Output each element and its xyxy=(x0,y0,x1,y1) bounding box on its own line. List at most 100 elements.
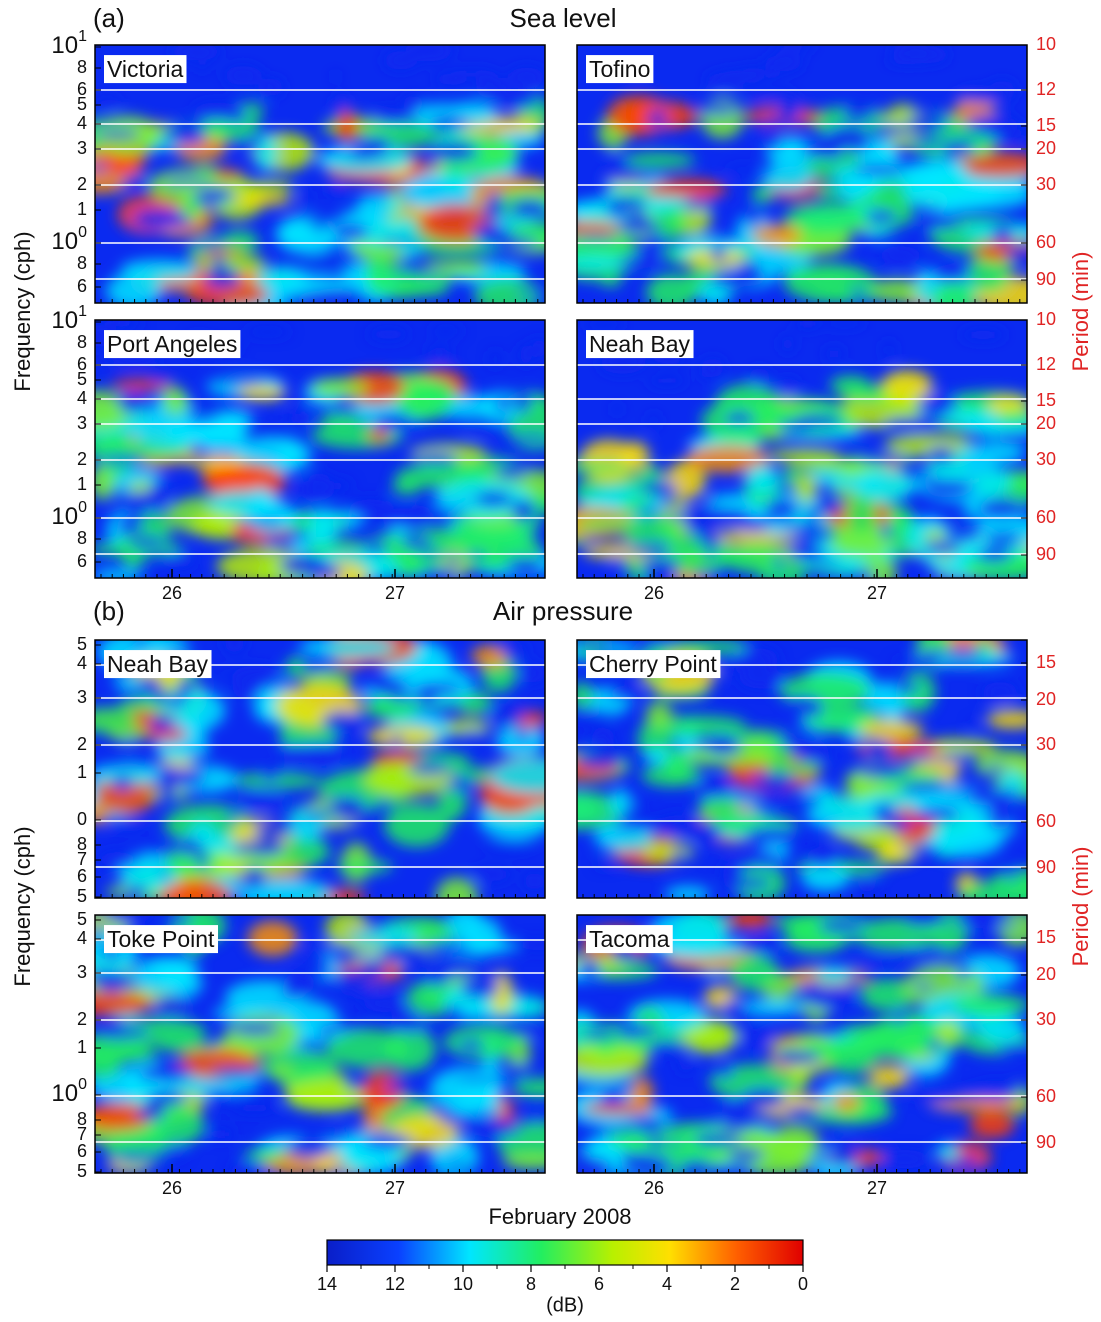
spectrogram-blob xyxy=(441,783,477,792)
spectrogram-blob xyxy=(727,1148,765,1162)
spectrogram-blob xyxy=(473,222,506,244)
spectrogram-blob xyxy=(439,960,482,977)
spectrogram-blob xyxy=(784,1105,823,1118)
y2-tick-label: 20 xyxy=(1036,689,1056,709)
spectrogram-blob xyxy=(152,994,192,1016)
panel-frame xyxy=(576,639,1028,899)
x-tick-label: 26 xyxy=(644,1178,664,1198)
spectrogram-blob xyxy=(486,192,504,213)
spectrogram-blob xyxy=(732,648,780,670)
y-tick-base: 10 xyxy=(51,1080,78,1107)
spectrogram-blob xyxy=(829,1144,859,1166)
spectrogram-blob xyxy=(196,849,208,870)
spectrogram-blob xyxy=(910,1089,925,1099)
spectrogram-blob xyxy=(664,886,711,898)
spectrogram-blob xyxy=(230,683,264,698)
y-tick-label: 3 xyxy=(77,413,87,433)
spectrogram-blob xyxy=(275,744,324,753)
spectrogram-blob xyxy=(132,957,193,994)
spectrogram-blob xyxy=(350,978,371,999)
spectrogram-blob xyxy=(231,666,279,686)
spectrogram-blob xyxy=(303,257,344,267)
spectrogram-blob xyxy=(127,536,168,549)
spectrogram-texture xyxy=(577,640,1027,898)
spectrogram-blob xyxy=(648,1042,689,1053)
spectrogram-blob xyxy=(694,779,736,799)
spectrogram-blob xyxy=(390,1012,428,1034)
y-tick-base: 10 xyxy=(51,228,78,255)
y2-tick-label: 30 xyxy=(1036,449,1056,469)
spectrogram-blob xyxy=(947,1158,962,1167)
spectrogram-texture xyxy=(95,320,545,578)
spectrogram-blob xyxy=(761,131,784,150)
spectrogram-blob xyxy=(300,809,339,820)
spectrogram-blob xyxy=(618,255,660,268)
spectrogram-blob xyxy=(718,70,766,83)
spectrogram-blob xyxy=(895,681,920,695)
spectrogram-blob xyxy=(397,382,454,421)
spectrogram-blob xyxy=(639,558,682,573)
y-tick-label: 2 xyxy=(77,174,87,194)
spectrogram-blob xyxy=(146,1090,188,1106)
spectrogram-blob xyxy=(765,737,792,781)
spectrogram-blob xyxy=(937,1020,960,1043)
x-tick-label: 26 xyxy=(162,583,182,603)
spectrogram-blob xyxy=(647,414,660,427)
spectrogram-blob xyxy=(698,795,740,821)
spectrogram-blob xyxy=(807,846,838,869)
y-tick-label: 8 xyxy=(77,332,87,352)
spectrogram-blob xyxy=(494,397,513,412)
spectrogram-blob xyxy=(633,507,665,515)
spectrogram-blob xyxy=(721,1099,741,1117)
spectrogram-blob xyxy=(969,1111,1015,1139)
spectrogram-blob xyxy=(451,772,465,787)
spectrogram-blob xyxy=(770,782,783,798)
spectrogram-blob xyxy=(608,685,644,701)
spectrogram-blob xyxy=(683,744,779,767)
station-label: Victoria xyxy=(107,56,183,82)
spectrogram-blob xyxy=(149,480,168,495)
spectrogram-blob xyxy=(506,557,545,575)
spectrogram-blob xyxy=(384,803,450,847)
spectrogram-blob xyxy=(927,1039,944,1051)
spectrogram-blob xyxy=(371,108,413,125)
spectrogram-blob xyxy=(211,1067,260,1079)
spectrogram-blob xyxy=(577,1046,649,1078)
spectrogram-blob xyxy=(189,743,199,756)
y2-tick-label: 30 xyxy=(1036,174,1056,194)
y-tick-label: 2 xyxy=(77,1009,87,1029)
y2-tick-label: 15 xyxy=(1036,390,1056,410)
spectrogram-blob xyxy=(419,684,437,706)
spectrogram-blob xyxy=(224,65,262,86)
y-tick-label: 1 xyxy=(77,1037,87,1057)
spectrogram-blob xyxy=(367,328,410,341)
spectrogram xyxy=(577,640,1027,898)
spectrogram-blob xyxy=(594,860,617,868)
y2-axis-title: Period (min) xyxy=(1068,252,1093,372)
spectrogram-blob xyxy=(851,957,901,964)
spectrogram-blob xyxy=(901,132,938,140)
spectrogram-blob xyxy=(514,391,532,414)
spectrogram-blob xyxy=(808,560,841,568)
spectrogram-blob xyxy=(719,1060,733,1081)
spectrogram-blob xyxy=(231,518,283,526)
spectrogram-blob xyxy=(853,917,945,951)
spectrogram-blob xyxy=(818,919,867,934)
spectrogram-blob xyxy=(656,542,670,554)
spectrogram-blob xyxy=(815,498,841,515)
spectrogram-blob xyxy=(248,1090,257,1107)
spectrogram-blob xyxy=(330,183,343,198)
spectrogram-blob xyxy=(388,695,421,703)
y-tick-exponent: 0 xyxy=(78,224,87,241)
spectrogram-blob xyxy=(952,518,972,527)
spectrogram-blob xyxy=(786,697,820,705)
spectrogram-blob xyxy=(647,1138,669,1149)
spectrogram-blob xyxy=(621,1150,636,1173)
spectrogram-blob xyxy=(331,72,340,81)
spectrogram-blob xyxy=(148,219,196,228)
spectrogram-blob xyxy=(725,166,764,174)
spectrogram-blob xyxy=(577,640,613,648)
spectrogram-blob xyxy=(516,726,529,743)
spectrogram-blob xyxy=(805,980,823,999)
spectrogram-blob xyxy=(283,748,297,768)
